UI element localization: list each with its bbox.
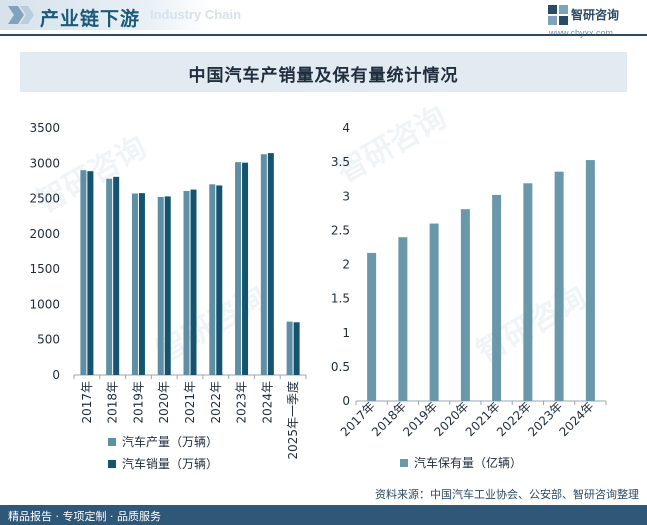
bar-sales [242, 162, 249, 375]
x-tick-label: 2017年 [80, 381, 94, 424]
bar-sales [113, 176, 120, 375]
brand-url: www.chyxx.com [549, 28, 614, 38]
x-tick-label: 2018年 [106, 381, 120, 424]
bar-production [209, 184, 216, 375]
chart-title-band: 中国汽车产销量及保有量统计情况 [20, 52, 627, 92]
y-tick-label: 2000 [29, 227, 60, 241]
y-tick-label: 1000 [29, 297, 60, 311]
bar-production [106, 178, 113, 375]
bar-production [80, 170, 87, 375]
source-note: 资料来源：中国汽车工业协会、公安部、智研咨询整理 [375, 488, 639, 501]
header-watermark: Industry Chain [150, 7, 242, 22]
x-tick-label: 2019年 [131, 381, 145, 424]
legend-label: 汽车保有量（亿辆） [414, 455, 522, 470]
y-tick-label: 1 [342, 326, 350, 340]
bar-production [183, 190, 190, 375]
y-tick-label: 1.5 [331, 292, 350, 306]
x-tick-label: 2024年 [557, 399, 597, 439]
x-tick-label: 2023年 [235, 381, 249, 424]
y-tick-label: 0 [342, 394, 350, 408]
y-tick-label: 3000 [29, 156, 60, 170]
bar-ownership [460, 209, 470, 401]
chart-title: 中国汽车产销量及保有量统计情况 [188, 66, 459, 86]
bar-sales [293, 322, 300, 375]
footer-bar: 精品报告 · 专项定制 · 品质服务 [0, 505, 647, 525]
bar-ownership [492, 194, 502, 401]
header-banner [0, 0, 210, 30]
page-header: 产业链下游 Industry Chain 智研咨询 www.chyxx.com [0, 0, 647, 38]
y-tick-label: 0 [52, 368, 60, 382]
legend-label: 汽车销量（万辆） [122, 456, 218, 471]
x-tick-label: 2020年 [157, 381, 171, 424]
bar-production [235, 162, 242, 375]
y-tick-label: 1500 [29, 262, 60, 276]
legend-swatch [108, 438, 116, 446]
y-tick-label: 500 [37, 333, 60, 347]
footer-slogan: 精品报告 · 专项定制 · 品质服务 [8, 510, 161, 523]
x-tick-label: 2024年 [260, 381, 274, 424]
y-tick-label: 3.5 [331, 155, 350, 169]
header-chevron-icon [8, 6, 34, 24]
bar-sales [87, 171, 94, 375]
bar-ownership [429, 223, 439, 401]
bar-production [260, 154, 267, 375]
legend-label: 汽车产量（万辆） [122, 434, 218, 449]
bar-ownership [585, 160, 595, 401]
bar-sales [267, 153, 274, 375]
bar-production [157, 196, 164, 375]
brand-name: 智研咨询 [571, 8, 620, 22]
y-tick-label: 2500 [29, 192, 60, 206]
x-tick-label: 2021年 [183, 381, 197, 424]
y-tick-label: 4 [342, 121, 350, 135]
y-tick-label: 3 [342, 189, 350, 203]
bar-sales [164, 196, 171, 375]
legend-swatch [108, 460, 116, 468]
bar-ownership [367, 252, 377, 401]
header-divider [0, 34, 647, 36]
bar-ownership [554, 171, 564, 401]
bar-sales [138, 193, 145, 375]
y-tick-label: 2.5 [331, 223, 350, 237]
x-tick-label: 2022年 [209, 381, 223, 424]
bar-production [131, 193, 138, 375]
bar-sales [216, 185, 223, 375]
section-title: 产业链下游 [40, 8, 141, 30]
x-tick-label: 2025年一季度 [285, 381, 300, 460]
bar-ownership [523, 183, 533, 401]
y-tick-label: 0.5 [331, 360, 350, 374]
legend-swatch [400, 459, 408, 467]
y-tick-label: 2 [342, 258, 350, 272]
brand-logo-icon [548, 5, 568, 25]
brand: 智研咨询 www.chyxx.com [547, 4, 637, 40]
bar-production [286, 321, 293, 375]
bar-ownership [398, 237, 408, 401]
bar-sales [190, 189, 197, 375]
y-tick-label: 3500 [29, 121, 60, 135]
